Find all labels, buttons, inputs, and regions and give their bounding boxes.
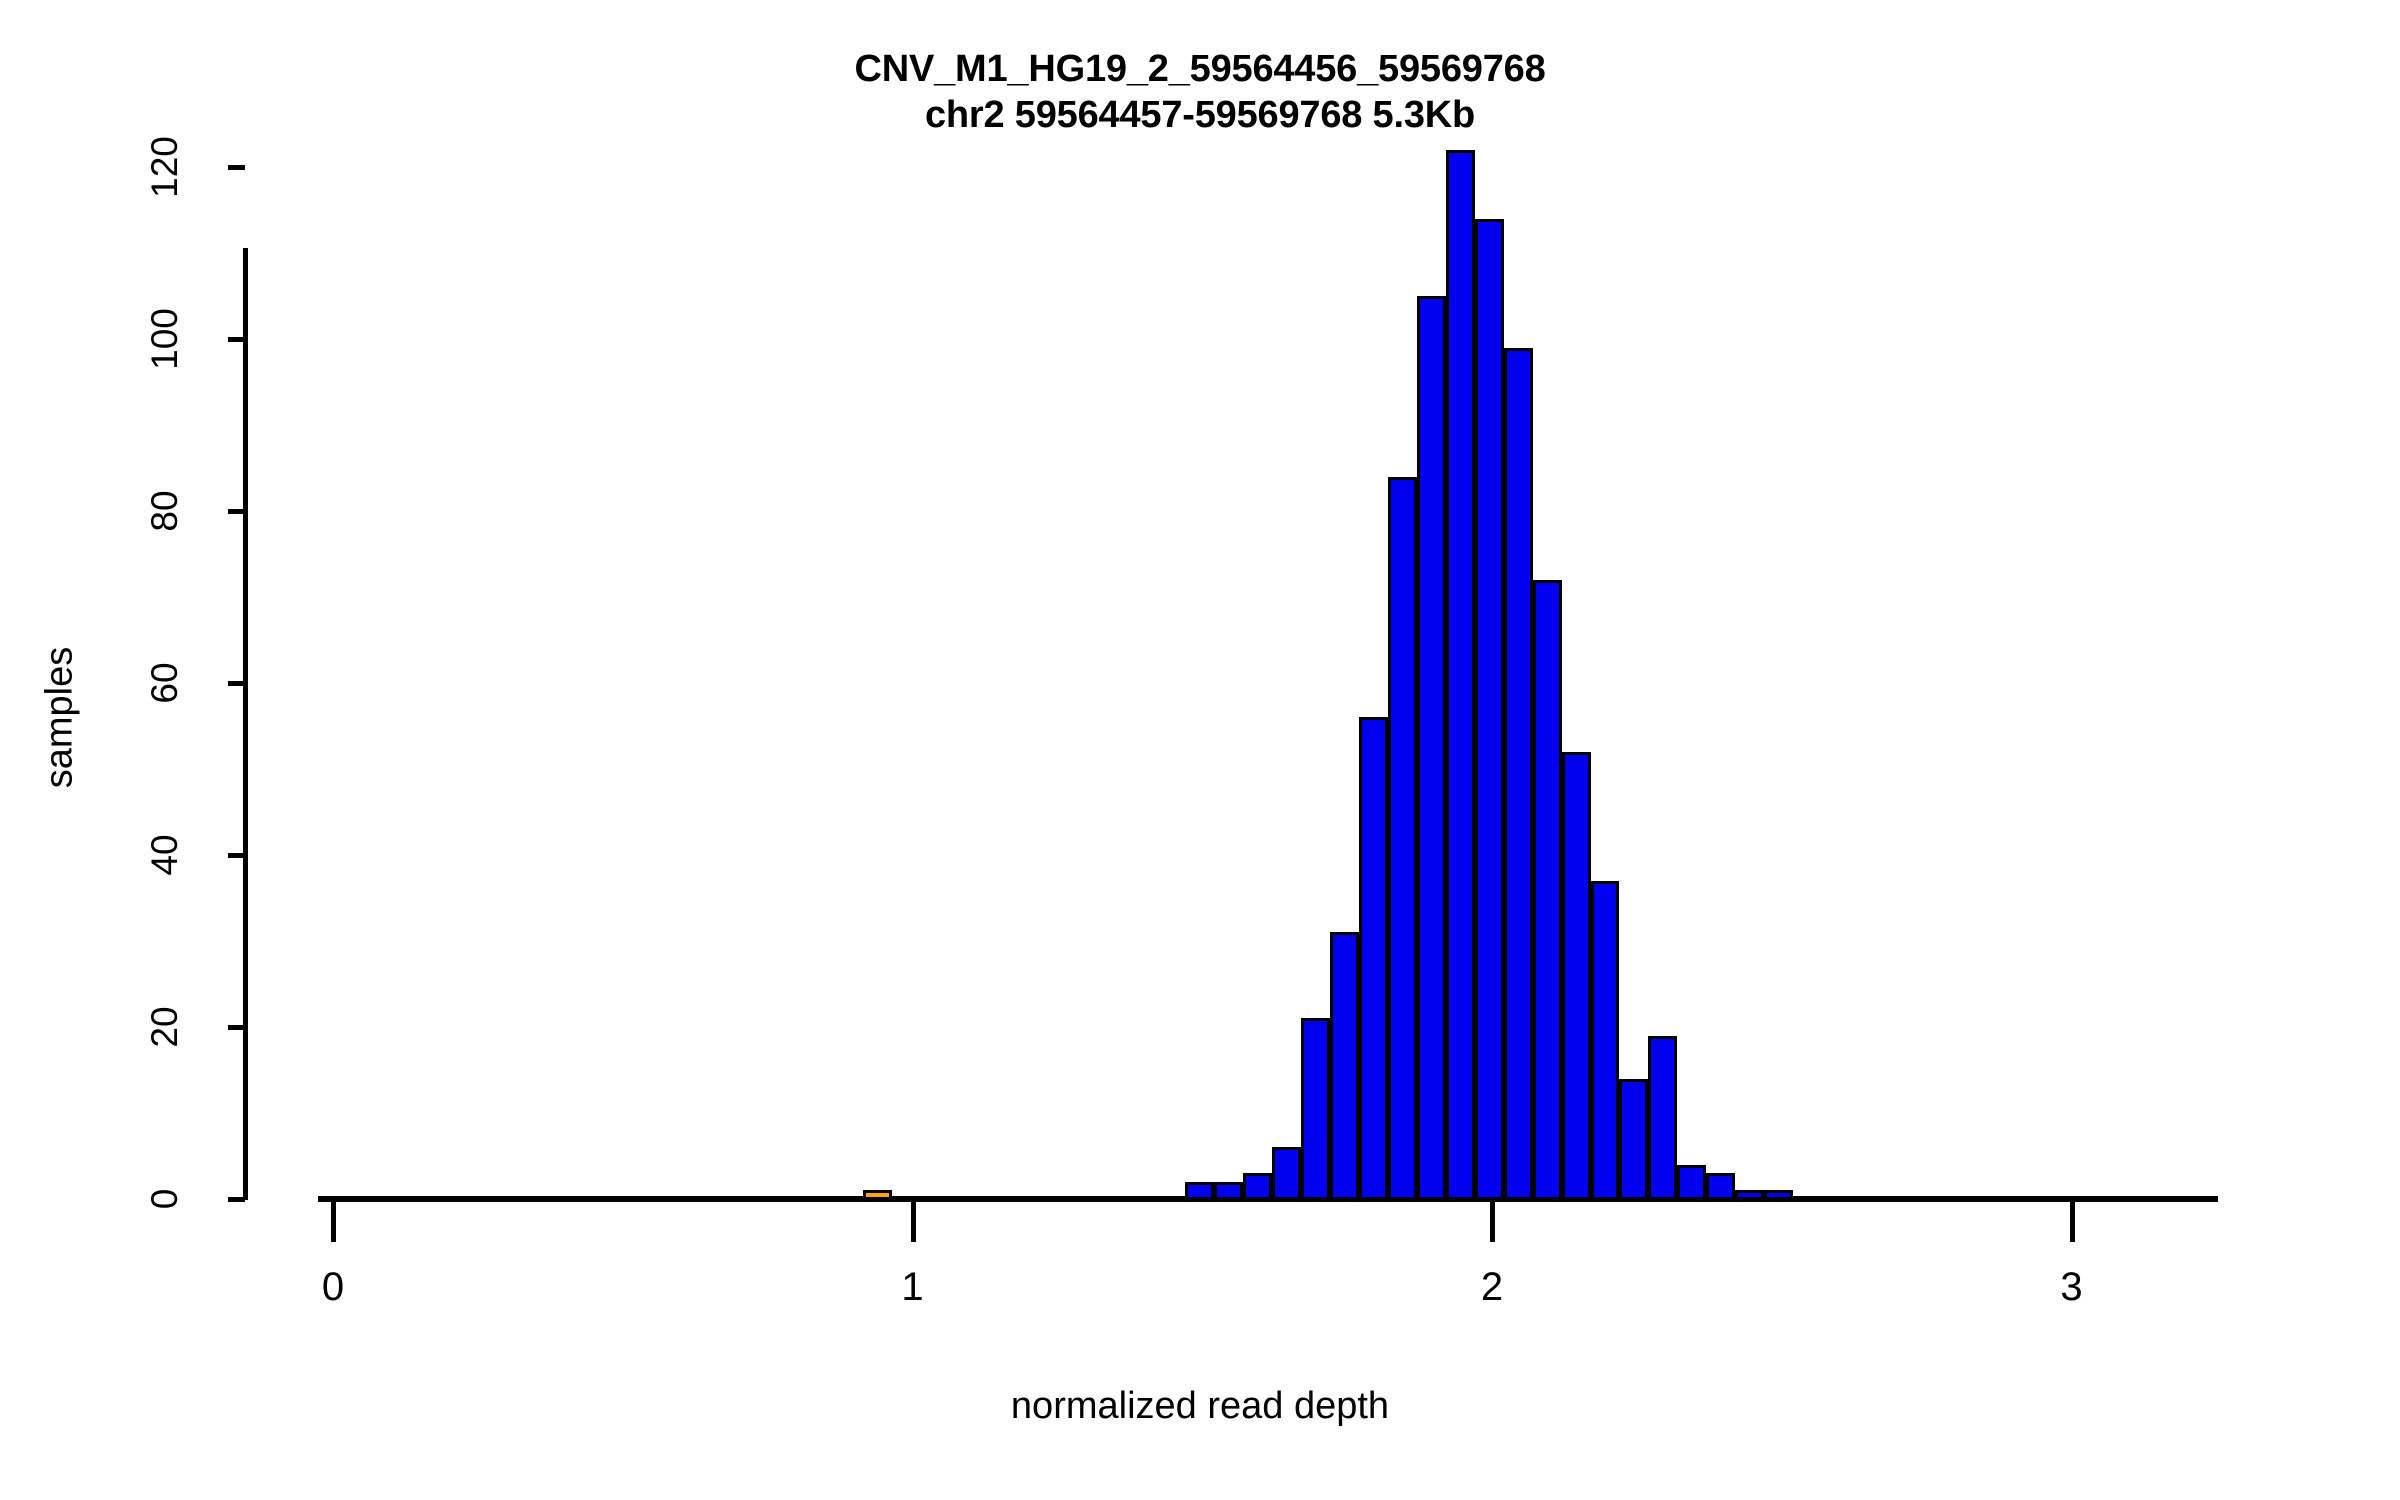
- histogram-bar: [1648, 1035, 1678, 1200]
- y-axis-tick-label: 0: [144, 1188, 185, 1210]
- y-axis-tick-label: 20: [144, 1006, 185, 1048]
- histogram-bar: [863, 1190, 893, 1200]
- histogram-bar: [1619, 1078, 1649, 1200]
- x-axis-tick: [2069, 1202, 2075, 1242]
- x-axis-tick: [331, 1202, 336, 1242]
- y-axis-tick-label: 120: [144, 136, 185, 198]
- histogram-bar: [1706, 1173, 1736, 1200]
- histogram-bar: [1271, 1147, 1301, 1200]
- x-axis-tick-label: 0: [321, 1265, 345, 1309]
- histogram-bar: [1590, 880, 1620, 1200]
- title-line-1: CNV_M1_HG19_2_59564456_59569768: [854, 48, 1546, 90]
- histogram-bar: [1329, 932, 1359, 1200]
- histogram-bar: [1677, 1164, 1707, 1200]
- histogram-bar: [1532, 579, 1562, 1200]
- histogram-bar: [1764, 1190, 1794, 1200]
- y-axis-tick: [228, 509, 245, 514]
- histogram-bar: [1387, 476, 1417, 1200]
- y-axis-tick: [228, 165, 245, 170]
- histogram-bar: [1213, 1181, 1243, 1200]
- y-axis-line: [243, 248, 248, 1200]
- histogram-bar: [1242, 1173, 1272, 1200]
- x-axis-label: normalized read depth: [1010, 1385, 1390, 1427]
- histogram-bar: [1184, 1181, 1214, 1200]
- x-axis-tick-label: 3: [2060, 1265, 2083, 1309]
- histogram-bar: [1445, 149, 1475, 1200]
- histogram-bar: [1416, 296, 1446, 1200]
- y-axis-tick: [228, 853, 245, 858]
- y-axis-tick-label: 60: [144, 662, 185, 704]
- y-axis-tick: [228, 337, 245, 342]
- histogram-bar: [1561, 751, 1591, 1200]
- histogram-bar: [1503, 347, 1533, 1200]
- histogram-bar: [1474, 218, 1504, 1200]
- histogram-bar: [1735, 1190, 1765, 1200]
- chart-title: CNV_M1_HG19_2_59564456_59569768 chr2 595…: [0, 46, 2400, 138]
- x-axis-tick-label: 1: [901, 1265, 924, 1309]
- y-axis-tick: [228, 681, 245, 686]
- y-axis-label: samples: [38, 646, 81, 789]
- x-axis-tick: [910, 1202, 916, 1242]
- y-axis-tick-label: 100: [144, 308, 185, 370]
- x-axis-tick: [1490, 1202, 1495, 1242]
- title-line-2: chr2 59564457-59569768 5.3Kb: [924, 94, 1476, 136]
- x-axis-tick-label: 2: [1480, 1265, 1504, 1309]
- histogram-bar: [1358, 717, 1388, 1200]
- y-axis-tick: [228, 1197, 245, 1202]
- histogram-bar: [1300, 1018, 1330, 1200]
- y-axis-tick: [228, 1025, 245, 1030]
- y-axis-tick-label: 40: [144, 834, 185, 876]
- y-axis-tick-label: 80: [144, 490, 185, 532]
